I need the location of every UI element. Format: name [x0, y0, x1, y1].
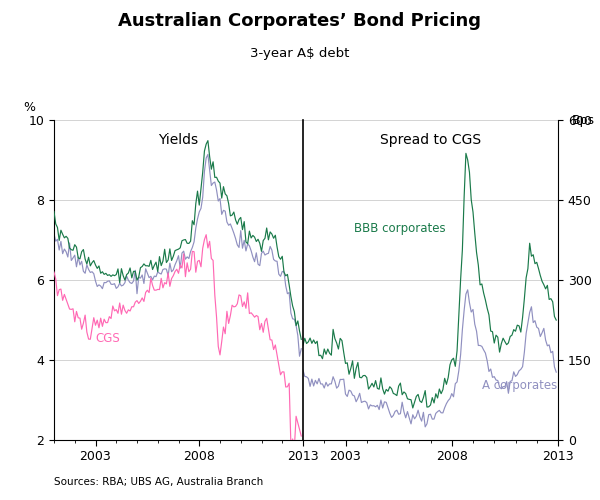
Text: Yields: Yields	[158, 133, 199, 147]
Text: CGS: CGS	[95, 332, 120, 345]
Text: 3-year A$ debt: 3-year A$ debt	[250, 47, 350, 60]
Y-axis label: Bps: Bps	[572, 114, 595, 126]
Text: Spread to CGS: Spread to CGS	[380, 133, 481, 147]
Text: BBB corporates: BBB corporates	[355, 222, 446, 235]
Text: Sources: RBA; UBS AG, Australia Branch: Sources: RBA; UBS AG, Australia Branch	[54, 478, 263, 488]
Text: A corporates: A corporates	[482, 380, 557, 392]
Text: Australian Corporates’ Bond Pricing: Australian Corporates’ Bond Pricing	[119, 12, 482, 30]
Y-axis label: %: %	[23, 100, 35, 114]
